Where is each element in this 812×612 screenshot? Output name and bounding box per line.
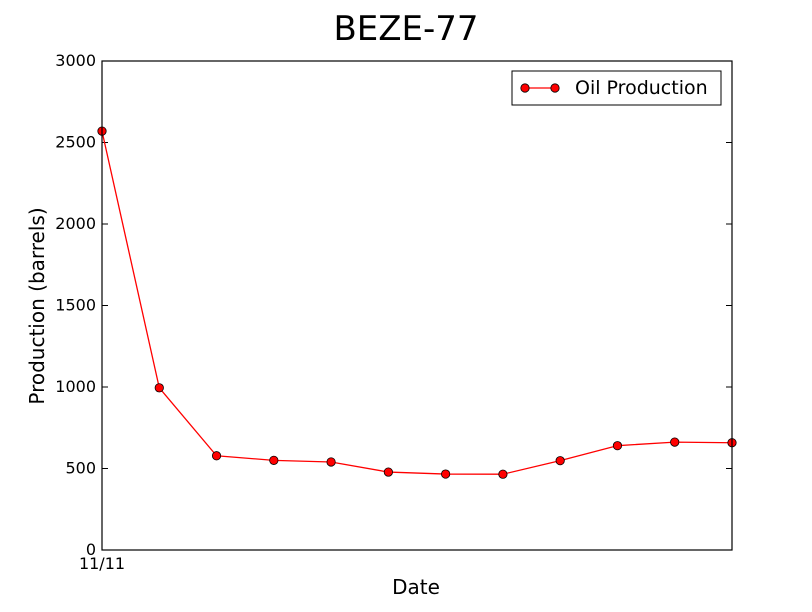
legend-series-label: Oil Production	[575, 77, 708, 99]
data-point	[326, 457, 336, 467]
data-point	[670, 437, 680, 447]
x-axis-label: Date	[392, 575, 440, 599]
y-axis-label: Production (barrels)	[25, 207, 49, 404]
y-tick-label: 1500	[55, 296, 96, 315]
plot-area-frame	[101, 60, 733, 551]
legend-series-marker-left	[520, 83, 530, 93]
x-tick-label: 11/11	[79, 554, 125, 573]
y-tick-label: 2000	[55, 214, 96, 233]
x-axis-ticks: 11/11	[79, 554, 125, 573]
data-point	[211, 451, 222, 461]
series-line-oil-production	[101, 130, 733, 475]
data-point	[154, 383, 164, 393]
data-point	[612, 441, 623, 451]
series-layer	[97, 126, 737, 479]
data-point	[498, 469, 508, 479]
data-point	[441, 469, 451, 479]
y-tick-label: 2500	[55, 133, 96, 152]
legend: Oil Production	[511, 70, 722, 106]
chart-title: BEZE-77	[333, 9, 478, 49]
y-tick-label: 3000	[55, 51, 96, 70]
data-point	[383, 467, 393, 477]
legend-series-marker-right	[550, 83, 560, 93]
y-tick-label: 0	[86, 540, 96, 559]
y-tick-label: 500	[65, 459, 96, 478]
y-axis-ticks: 0 500 1000 1500 2000 2500 3000	[55, 51, 732, 559]
y-tick-label: 1000	[55, 377, 96, 396]
data-point	[269, 455, 279, 465]
data-point	[555, 456, 565, 466]
